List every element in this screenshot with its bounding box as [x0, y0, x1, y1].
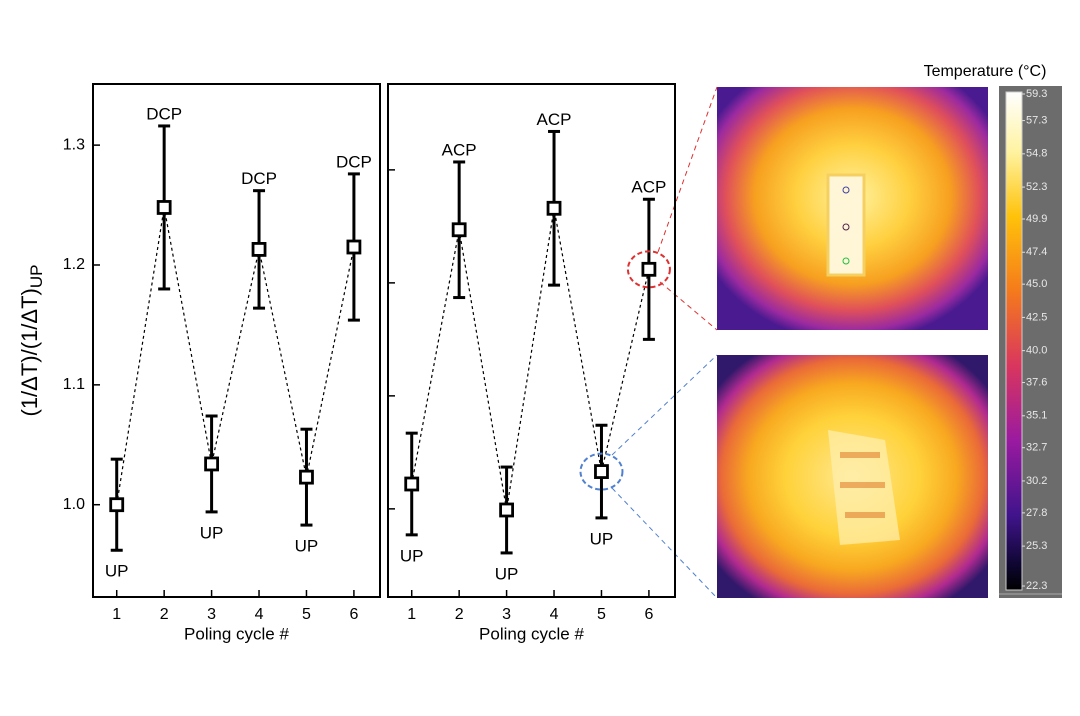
colorbar-tick-label: 45.0 [1026, 278, 1047, 290]
colorbar-tick-label: 27.8 [1026, 507, 1047, 519]
point-marker [499, 502, 514, 518]
colorbar-tick-label: 54.8 [1026, 148, 1047, 160]
point-marker [594, 464, 609, 479]
y-tick-label: 1.2 [63, 256, 85, 273]
plot-frame [387, 83, 676, 598]
highlight-circle [579, 452, 624, 491]
point-marker [204, 456, 219, 472]
y-tick-label: 1.1 [63, 376, 85, 393]
colorbar-tick-label: 47.4 [1026, 246, 1047, 258]
x-tick-label: 3 [207, 606, 216, 623]
x-tick-label: 6 [644, 606, 653, 623]
thermal-image-top [717, 87, 988, 330]
point-label: DCP [241, 169, 277, 188]
highlight-circle [626, 250, 671, 289]
connecting-line [411, 208, 650, 511]
x-tick-label: 3 [502, 606, 511, 623]
colorbar-tick-label: 22.3 [1026, 580, 1047, 592]
x-tick-label: 4 [550, 606, 559, 623]
colorbar-tick-label: 49.9 [1026, 213, 1047, 225]
point-label: DCP [336, 152, 372, 171]
point-label: UP [200, 523, 224, 542]
colorbar-tick-label: 57.3 [1026, 115, 1047, 127]
point-label: DCP [146, 104, 182, 123]
connecting-line [116, 207, 355, 505]
x-tick-label: 6 [349, 606, 358, 623]
point-label: ACP [631, 178, 666, 197]
point-marker [251, 242, 267, 257]
point-marker [451, 222, 467, 238]
y-axis-label-sub: UP [27, 264, 46, 288]
x-tick-label: 4 [255, 606, 264, 623]
point-label: ACP [537, 110, 572, 129]
point-label: ACP [442, 140, 477, 159]
colorbar-tick-label: 35.1 [1026, 410, 1047, 422]
colorbar-tick-label: 59.3 [1026, 88, 1047, 100]
plot-frame [92, 83, 381, 598]
thermal-image-bottom [717, 355, 988, 598]
x-tick-label: 5 [302, 606, 311, 623]
point-label: UP [590, 529, 614, 548]
colorbar-tick-label: 30.2 [1026, 475, 1047, 487]
x-axis-label: Poling cycle # [184, 624, 289, 643]
point-marker [156, 200, 172, 215]
y-axis-label: (1/ΔT)/(1/ΔT)UP [17, 264, 47, 416]
point-marker [546, 200, 562, 216]
point-marker [299, 469, 314, 485]
point-marker [641, 261, 657, 277]
x-tick-label: 2 [455, 606, 464, 623]
point-label: UP [105, 562, 129, 581]
point-marker [346, 239, 362, 255]
y-tick-label: 1.0 [63, 496, 85, 513]
colorbar [1005, 91, 1023, 591]
zoom-lines [611, 86, 718, 599]
y-tick-label: 1.3 [63, 136, 85, 153]
colorbar-tick-label: 37.6 [1026, 376, 1047, 388]
colorbar-tick-label: 25.3 [1026, 540, 1047, 552]
colorbar-title: Temperature (°C) [924, 63, 1047, 80]
point-marker [109, 497, 125, 513]
point-label: UP [400, 546, 424, 565]
x-tick-label: 1 [407, 606, 416, 623]
point-marker [404, 476, 420, 492]
x-axis-label: Poling cycle # [479, 624, 584, 643]
y-axis-label-group: (1/ΔT)/(1/ΔT)UP [17, 264, 47, 416]
colorbar-tick-label: 32.7 [1026, 442, 1047, 454]
point-label: UP [495, 564, 519, 583]
colorbar-tick-label: 52.3 [1026, 181, 1047, 193]
x-tick-label: 1 [112, 606, 121, 623]
x-tick-label: 2 [160, 606, 169, 623]
x-tick-label: 5 [597, 606, 606, 623]
colorbar-tick-label: 42.5 [1026, 311, 1047, 323]
y-axis-label-main: (1/ΔT)/(1/ΔT) [17, 288, 42, 416]
colorbar-tick-label: 40.0 [1026, 345, 1047, 357]
point-label: UP [295, 537, 319, 556]
